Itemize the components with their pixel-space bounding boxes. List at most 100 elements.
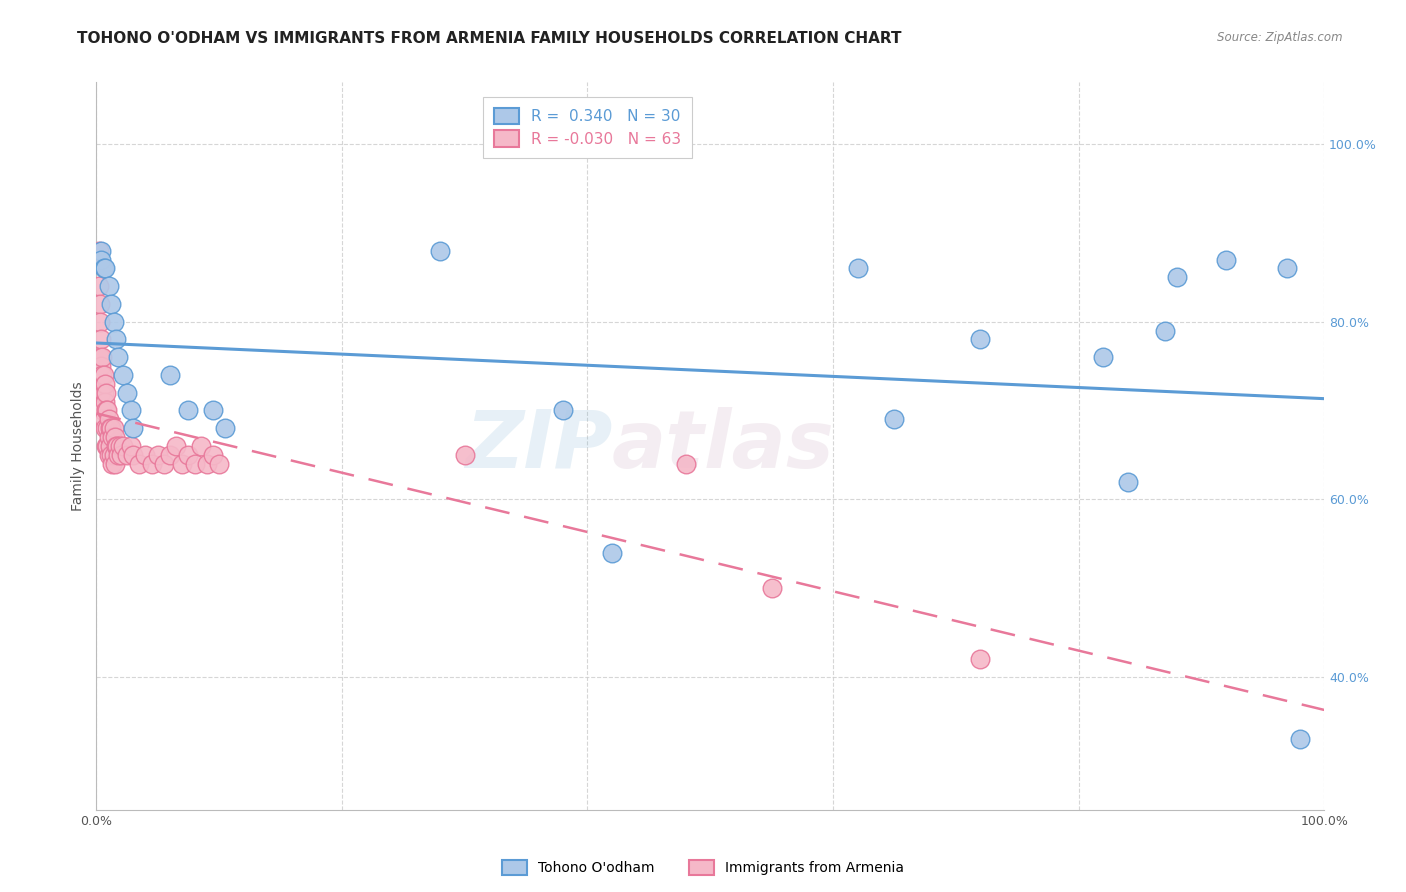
Point	[153, 457, 176, 471]
Point	[122, 448, 145, 462]
Point	[90, 252, 112, 267]
Point	[159, 448, 181, 462]
Point	[112, 439, 135, 453]
Point	[91, 368, 114, 382]
Point	[94, 376, 117, 391]
Point	[214, 421, 236, 435]
Point	[165, 439, 187, 453]
Point	[98, 421, 121, 435]
Legend: R =  0.340   N = 30, R = -0.030   N = 63: R = 0.340 N = 30, R = -0.030 N = 63	[484, 97, 692, 158]
Point	[97, 279, 120, 293]
Point	[201, 448, 224, 462]
Text: Source: ZipAtlas.com: Source: ZipAtlas.com	[1218, 31, 1343, 45]
Point	[1288, 732, 1310, 747]
Point	[87, 244, 110, 258]
Point	[107, 350, 129, 364]
Point	[115, 448, 138, 462]
Point	[89, 350, 111, 364]
Point	[104, 457, 127, 471]
Point	[87, 279, 110, 293]
Point	[96, 385, 118, 400]
Point	[115, 385, 138, 400]
Point	[90, 359, 112, 373]
Point	[120, 403, 142, 417]
Point	[969, 652, 991, 666]
Point	[97, 430, 120, 444]
Point	[105, 439, 128, 453]
Point	[108, 439, 131, 453]
Point	[1092, 350, 1115, 364]
Point	[103, 421, 125, 435]
Y-axis label: Family Households: Family Households	[72, 381, 86, 511]
Point	[89, 315, 111, 329]
Text: ZIP: ZIP	[464, 407, 612, 485]
Point	[551, 403, 574, 417]
Point	[675, 457, 697, 471]
Point	[93, 261, 115, 276]
Point	[104, 430, 127, 444]
Point	[110, 448, 132, 462]
Point	[105, 439, 128, 453]
Point	[600, 545, 623, 559]
Point	[208, 457, 231, 471]
Point	[96, 439, 118, 453]
Point	[96, 421, 118, 435]
Point	[101, 430, 124, 444]
Point	[761, 581, 783, 595]
Text: TOHONO O'ODHAM VS IMMIGRANTS FROM ARMENIA FAMILY HOUSEHOLDS CORRELATION CHART: TOHONO O'ODHAM VS IMMIGRANTS FROM ARMENI…	[77, 31, 901, 46]
Point	[1166, 270, 1188, 285]
Point	[100, 448, 122, 462]
Point	[429, 244, 451, 258]
Point	[105, 333, 128, 347]
Point	[94, 394, 117, 409]
Point	[91, 350, 114, 364]
Point	[89, 297, 111, 311]
Point	[93, 412, 115, 426]
Point	[883, 412, 905, 426]
Point	[454, 448, 477, 462]
Point	[195, 457, 218, 471]
Point	[96, 403, 118, 417]
Point	[969, 333, 991, 347]
Point	[91, 403, 114, 417]
Point	[112, 368, 135, 382]
Point	[1116, 475, 1139, 489]
Point	[94, 421, 117, 435]
Point	[100, 421, 122, 435]
Point	[1153, 324, 1175, 338]
Point	[98, 439, 121, 453]
Point	[1277, 261, 1299, 276]
Point	[90, 244, 112, 258]
Point	[93, 385, 115, 400]
Point	[100, 297, 122, 311]
Point	[94, 261, 117, 276]
Legend: Tohono O'odham, Immigrants from Armenia: Tohono O'odham, Immigrants from Armenia	[496, 855, 910, 880]
Point	[201, 403, 224, 417]
Point	[103, 448, 125, 462]
Point	[96, 439, 118, 453]
Text: atlas: atlas	[612, 407, 835, 485]
Point	[177, 403, 200, 417]
Point	[97, 412, 120, 426]
Point	[122, 421, 145, 435]
Point	[103, 315, 125, 329]
Point	[90, 333, 112, 347]
Point	[97, 448, 120, 462]
Point	[134, 448, 156, 462]
Point	[128, 457, 150, 471]
Point	[159, 368, 181, 382]
Point	[1215, 252, 1237, 267]
Point	[107, 448, 129, 462]
Point	[93, 368, 115, 382]
Point	[90, 385, 112, 400]
Point	[172, 457, 194, 471]
Point	[846, 261, 869, 276]
Point	[183, 457, 205, 471]
Point	[96, 403, 118, 417]
Point	[120, 439, 142, 453]
Point	[190, 439, 212, 453]
Point	[101, 457, 124, 471]
Point	[141, 457, 163, 471]
Point	[177, 448, 200, 462]
Point	[146, 448, 169, 462]
